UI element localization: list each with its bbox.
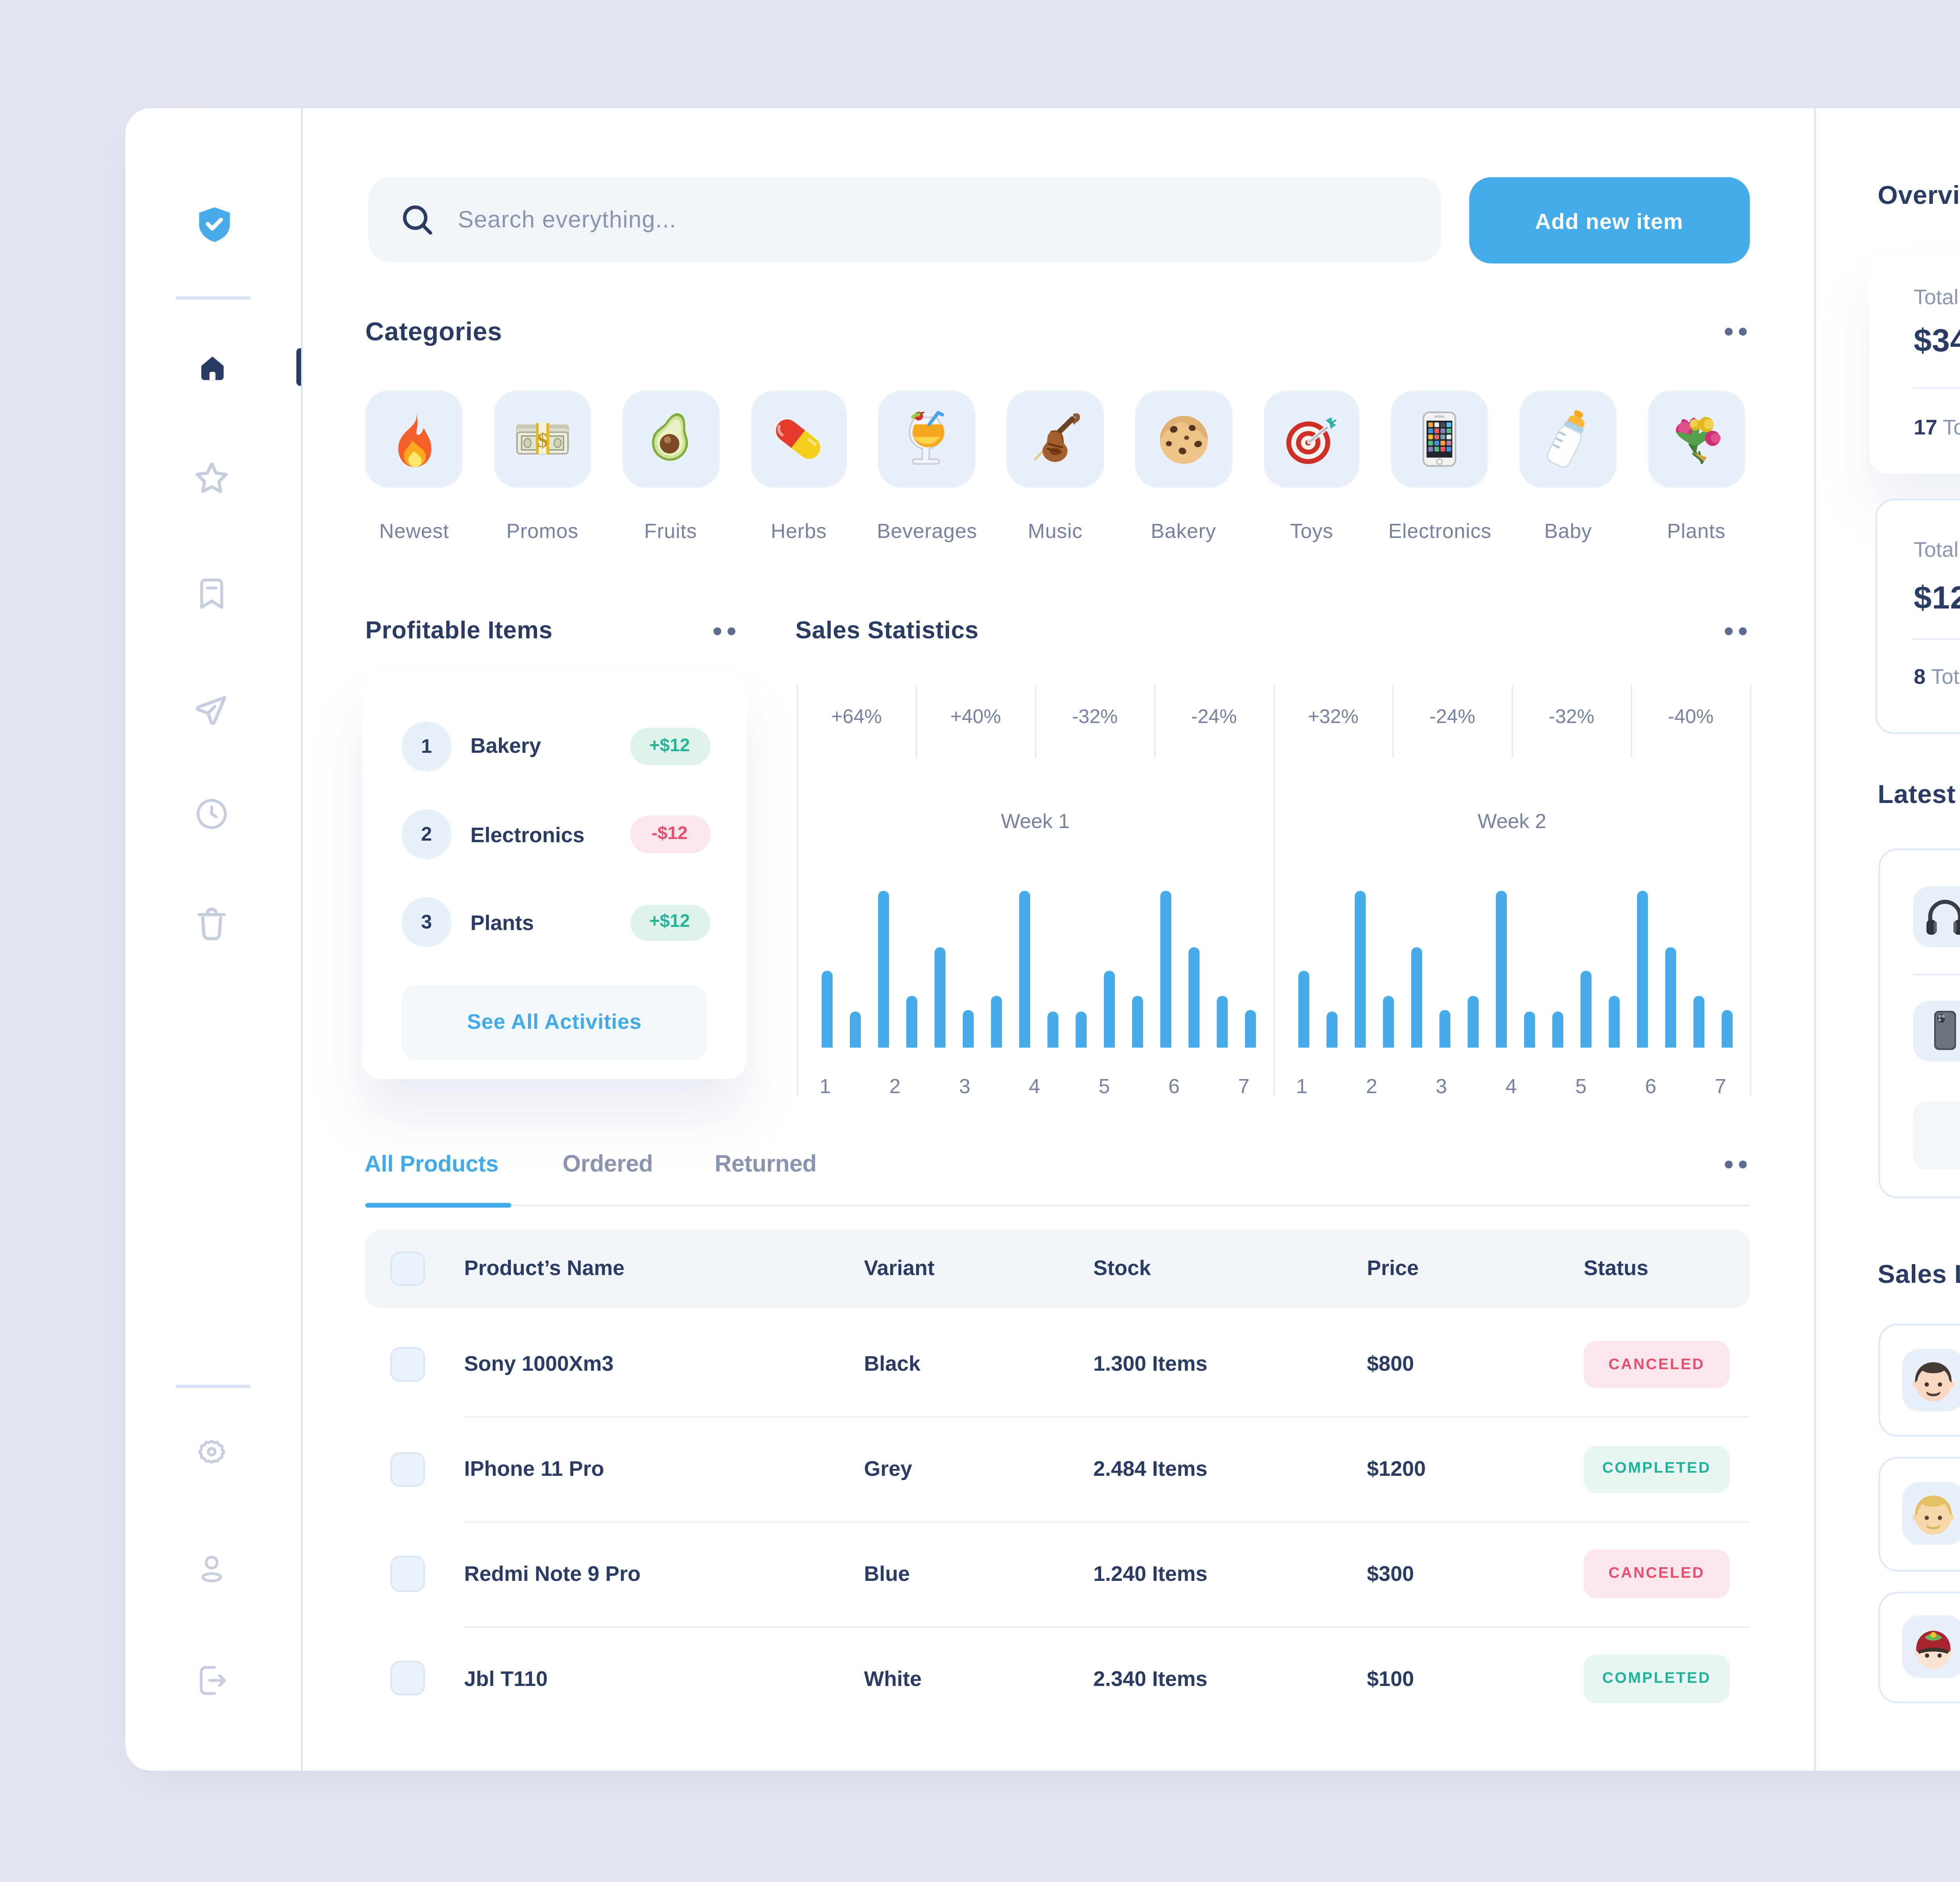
svg-text:$: $ [537, 427, 548, 451]
